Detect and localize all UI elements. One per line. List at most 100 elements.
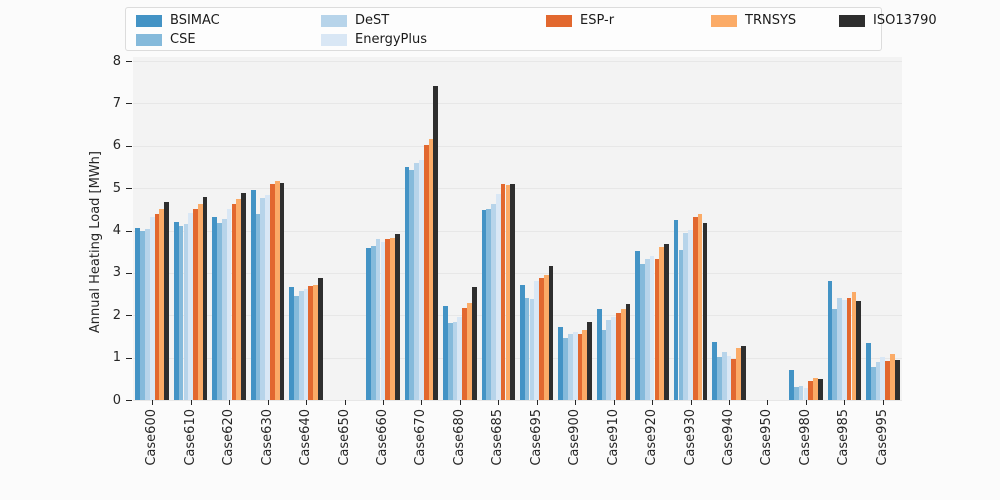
bar-Case630-ISO13790 <box>279 182 285 400</box>
y-tick-label: 2 <box>112 307 121 323</box>
bar-Case620-BSIMAC <box>212 217 218 400</box>
legend-label: TRNSYS <box>745 13 797 28</box>
bar-Case985-EnergyPlus <box>841 300 847 400</box>
gridline <box>133 230 902 232</box>
x-tick-label: Case995 <box>874 409 890 466</box>
bar-Case685-EnergyPlus <box>495 193 501 400</box>
legend-label: ISO13790 <box>873 13 937 28</box>
bar-Case685-DeST <box>491 204 496 400</box>
legend-item-EnergyPlus: EnergyPlus <box>321 33 471 47</box>
bar-Case660-EnergyPlus <box>380 241 386 400</box>
x-tick-mark <box>613 400 615 405</box>
bar-Case695-TRNSYS <box>543 275 549 400</box>
x-tick-mark <box>690 400 692 405</box>
bar-Case610-CSE <box>178 225 184 400</box>
x-tick-mark <box>229 400 231 405</box>
bar-Case620-DeST <box>221 219 227 400</box>
bar-Case985-TRNSYS <box>851 292 857 400</box>
bar-Case630-CSE <box>255 214 261 400</box>
bar-Case680-DeST <box>452 322 458 400</box>
legend-item-ISO13790: ISO13790 <box>839 14 989 28</box>
bar-Case610-ESP-r <box>193 208 198 400</box>
legend: BSIMAC CSE DeST EnergyPlus ESP-r TRNSYS ISO137… <box>125 7 937 51</box>
y-tick-mark <box>126 400 132 401</box>
x-tick-mark <box>844 400 846 405</box>
bar-Case900-ESP-r <box>577 333 583 400</box>
bar-Case670-DeST <box>414 162 419 400</box>
bar-Case660-ESP-r <box>385 239 391 400</box>
bar-Case680-BSIMAC <box>443 305 448 400</box>
bar-Case685-CSE <box>486 208 492 400</box>
bar-Case930-TRNSYS <box>697 214 703 400</box>
bar-Case910-TRNSYS <box>620 309 626 400</box>
bar-Case660-DeST <box>375 239 381 400</box>
x-tick-label: Case670 <box>413 409 429 466</box>
x-tick-mark <box>344 400 346 405</box>
bar-Case640-EnergyPlus <box>303 288 309 400</box>
bar-Case620-ESP-r <box>231 203 237 400</box>
x-tick-mark <box>536 400 538 405</box>
legend-label: EnergyPlus <box>355 32 427 47</box>
bar-Case910-ISO13790 <box>625 303 631 400</box>
bar-Case920-DeST <box>644 258 650 400</box>
legend-label: BSIMAC <box>170 13 220 28</box>
bar-Case980-DeST <box>798 386 804 400</box>
x-tick-mark <box>152 400 154 405</box>
bar-Case940-ESP-r <box>731 358 737 400</box>
bar-Case670-ESP-r <box>423 144 429 400</box>
bar-Case630-TRNSYS <box>274 180 280 400</box>
bar-Case680-ESP-r <box>462 308 467 400</box>
bar-Case630-BSIMAC <box>250 190 256 400</box>
bar-Case910-CSE <box>601 330 607 400</box>
bar-Case995-CSE <box>870 366 876 400</box>
bar-Case620-TRNSYS <box>236 199 242 400</box>
bar-Case640-TRNSYS <box>313 284 318 400</box>
bar-Case600-ESP-r <box>154 213 160 400</box>
bar-Case610-ISO13790 <box>202 196 208 400</box>
bar-Case995-DeST <box>875 362 881 400</box>
x-tick-label: Case985 <box>836 409 852 466</box>
x-tick-label: Case610 <box>182 409 198 466</box>
bar-Case940-ISO13790 <box>741 346 746 400</box>
x-tick-label: Case640 <box>298 409 313 466</box>
y-tick-mark <box>126 145 132 147</box>
bar-Case600-CSE <box>140 230 145 400</box>
y-tick-mark <box>126 272 132 274</box>
bar-Case900-ISO13790 <box>587 321 592 400</box>
x-tick-label: Case930 <box>682 409 698 466</box>
bar-Case680-ISO13790 <box>471 287 477 400</box>
bar-Case980-CSE <box>793 387 799 400</box>
legend-swatch-icon <box>136 34 162 46</box>
legend-item-TRNSYS: TRNSYS <box>711 14 861 28</box>
bar-Case920-CSE <box>640 264 645 400</box>
x-tick-mark <box>421 400 423 405</box>
x-tick-mark <box>729 400 730 405</box>
y-tick-label: 1 <box>112 350 121 366</box>
bar-Case985-ISO13790 <box>856 300 862 400</box>
gridline <box>133 103 902 105</box>
bar-Case920-EnergyPlus <box>649 255 655 400</box>
bar-Case995-ISO13790 <box>894 360 900 400</box>
bar-Case930-ESP-r <box>692 216 698 400</box>
y-tick-label: 0 <box>112 392 121 408</box>
y-tick-label: 3 <box>112 265 121 281</box>
bar-Case630-ESP-r <box>270 184 275 400</box>
bar-Case930-CSE <box>678 250 684 400</box>
gridline <box>133 145 902 147</box>
bar-Case995-EnergyPlus <box>880 356 886 400</box>
x-tick-label: Case650 <box>336 409 352 466</box>
y-tick-label: 6 <box>112 138 121 154</box>
bar-Case670-EnergyPlus <box>419 160 424 400</box>
y-axis-title: Annual Heating Load [MWh] <box>88 150 103 333</box>
bar-Case900-TRNSYS <box>582 329 588 400</box>
bar-Case610-BSIMAC <box>173 221 179 400</box>
x-tick-mark <box>190 400 192 405</box>
bar-Case630-DeST <box>260 197 266 400</box>
x-tick-label: Case920 <box>644 409 660 466</box>
x-tick-mark <box>382 400 384 405</box>
bar-Case660-CSE <box>370 245 376 400</box>
bar-Case670-BSIMAC <box>404 166 410 400</box>
legend-label: ESP-r <box>580 13 615 28</box>
bar-Case670-TRNSYS <box>428 139 434 400</box>
